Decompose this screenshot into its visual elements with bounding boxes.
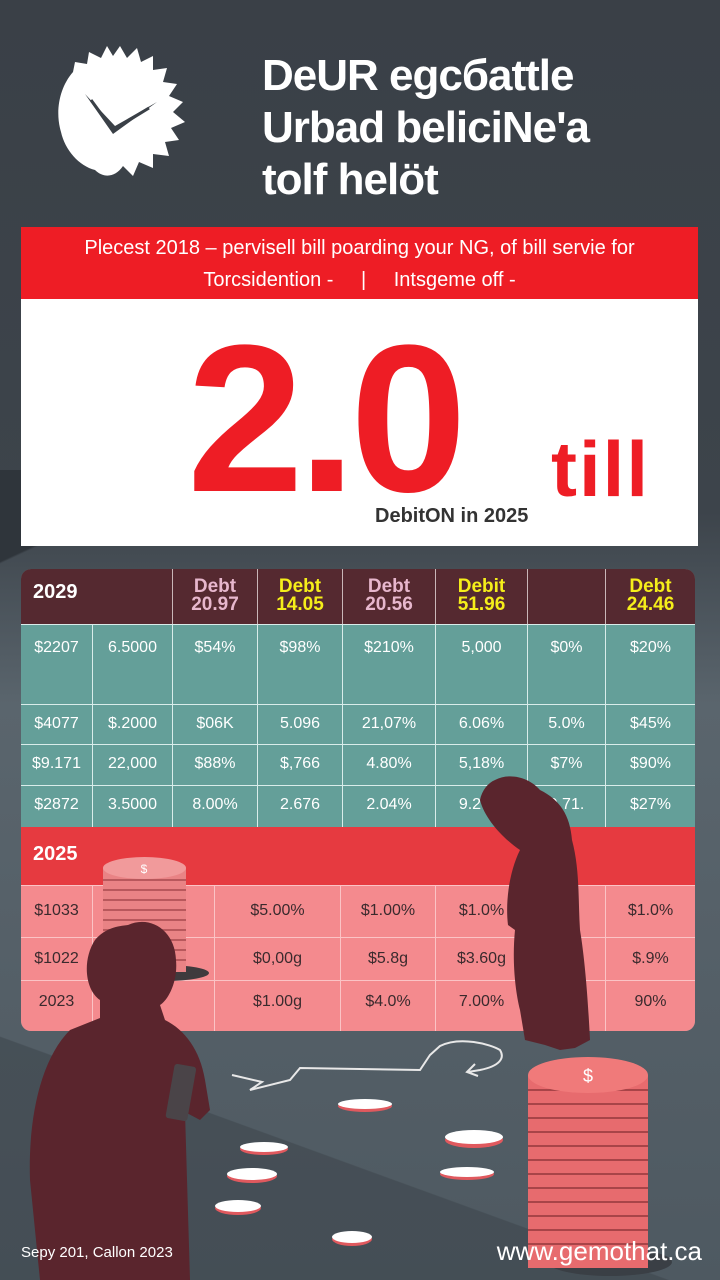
header-col-debt-1: Debt 20.97	[172, 569, 257, 624]
table-body-2029: $2207 6.5000 $54% $98% $210% 5,000 $0% $…	[21, 624, 695, 827]
footer-date: Sepy 201, Callon 2023	[21, 1244, 173, 1261]
cell: 5,000	[461, 639, 502, 656]
banner-right-label: Intsgeme off -	[393, 269, 516, 291]
title-line-3: tolf helöt	[262, 155, 439, 204]
banner-left-label: Torcsidention -	[203, 269, 334, 291]
cell: $1022	[34, 950, 79, 967]
cell: 9.27%	[458, 796, 505, 813]
cell: 9.71.	[548, 796, 585, 813]
header-label: Debt	[367, 576, 411, 597]
header-year: 2029	[33, 581, 78, 603]
cell: $20%	[630, 639, 671, 656]
cell: $0%	[550, 639, 583, 656]
section-header-2025: 2025	[21, 827, 695, 885]
cell: 22,000	[108, 755, 157, 772]
header-label: Debt	[278, 576, 322, 597]
cell: 8.00%	[192, 796, 238, 813]
clock-badge-icon	[58, 46, 185, 176]
cell: $88%	[194, 755, 236, 772]
red-banner: Plecest 2018 – pervisell bill poarding y…	[21, 227, 698, 299]
cell: 7.00%	[458, 993, 505, 1010]
cell: $1.00g	[253, 993, 302, 1010]
cell: $0,00g	[253, 950, 302, 967]
cell: $2872	[34, 796, 79, 813]
cell: 5.0%	[548, 715, 585, 732]
table-body-2025: $1033 $5.00% $1.00% $1.0% $1.0% $1022 $0…	[21, 885, 695, 1031]
cell: $5.8g	[367, 950, 409, 967]
highlight-card: 2.0 till DebitON in 2025	[21, 299, 698, 546]
page-title: DeUR egcбattle Urbad beliciNe'a tolf hel…	[262, 50, 702, 206]
cell: $1033	[34, 902, 79, 919]
header-value: 20.97	[191, 594, 239, 615]
header-value: 20.56	[365, 594, 413, 615]
cell: 4.80%	[366, 755, 412, 772]
title-line-2: Urbad beliciNe'a	[262, 103, 590, 152]
footer-website-link[interactable]: www.gemothat.ca	[496, 1236, 702, 1266]
cell: $27%	[630, 796, 671, 813]
banner-line-2: Torcsidention - | Intsgeme off -	[21, 267, 698, 293]
header-value: 51.96	[457, 594, 506, 615]
cell: 2023	[38, 993, 75, 1010]
cell: 3.5000	[108, 796, 157, 813]
cell: 5,18%	[458, 755, 505, 772]
header-col-debt-6: Debt 24.46	[605, 569, 695, 624]
section-year: 2025	[33, 843, 78, 865]
cell: 2.04%	[366, 796, 412, 813]
cell: $,766	[279, 755, 321, 772]
cell: $1.00%	[360, 902, 416, 919]
cell: 6.06%	[458, 715, 505, 732]
cell: $3.60g	[457, 950, 506, 967]
header-label: Debt	[629, 576, 672, 597]
header-label: Debit	[457, 576, 506, 597]
cell: $98%	[279, 639, 321, 656]
cell: 90%	[634, 993, 667, 1010]
cell: $4077	[34, 715, 79, 732]
cell: $2207	[34, 639, 79, 656]
title-line-1: DeUR egcбattle	[262, 51, 575, 100]
banner-separator: |	[360, 269, 367, 291]
cell: 5.096	[279, 715, 321, 732]
cell: $9.171	[32, 755, 81, 772]
cell: $45%	[630, 715, 671, 732]
header-col-debt-2: Debt 14.05	[257, 569, 342, 624]
cell: $1.0%	[627, 902, 674, 919]
header-col-empty	[527, 569, 605, 624]
banner-line-1: Plecest 2018 – pervisell bill poarding y…	[84, 237, 635, 259]
cell: 21,07%	[361, 715, 417, 732]
header-value: 14.05	[276, 594, 324, 615]
highlight-unit: till	[551, 425, 650, 513]
highlight-number: 2.0	[187, 301, 467, 536]
header-value: 24.46	[626, 594, 675, 615]
header-col-debit-4: Debit 51.96	[435, 569, 527, 624]
cell: $.2000	[108, 715, 157, 732]
cell: $210%	[364, 639, 414, 656]
header-label: Debt	[193, 576, 237, 597]
header-col-debt-3: Debt 20.56	[342, 569, 435, 624]
cell: $90%	[630, 755, 671, 772]
cell: $4.0%	[365, 993, 411, 1010]
cell: $1.0%	[458, 902, 505, 919]
cell: $.9%	[632, 950, 669, 967]
cell: $06K	[196, 715, 234, 732]
cell: $54%	[194, 639, 236, 656]
cell: $5.00%	[250, 902, 305, 919]
debt-table: 2029 Debt 20.97 Debt 14.05 Debt 20.56 De…	[21, 569, 695, 1031]
cell: 6.5000	[108, 639, 157, 656]
cell: $7%	[550, 755, 583, 772]
highlight-caption: DebitON in 2025	[375, 505, 529, 527]
table-header-row: 2029 Debt 20.97 Debt 14.05 Debt 20.56 De…	[21, 569, 695, 624]
cell: 2.676	[279, 796, 321, 813]
